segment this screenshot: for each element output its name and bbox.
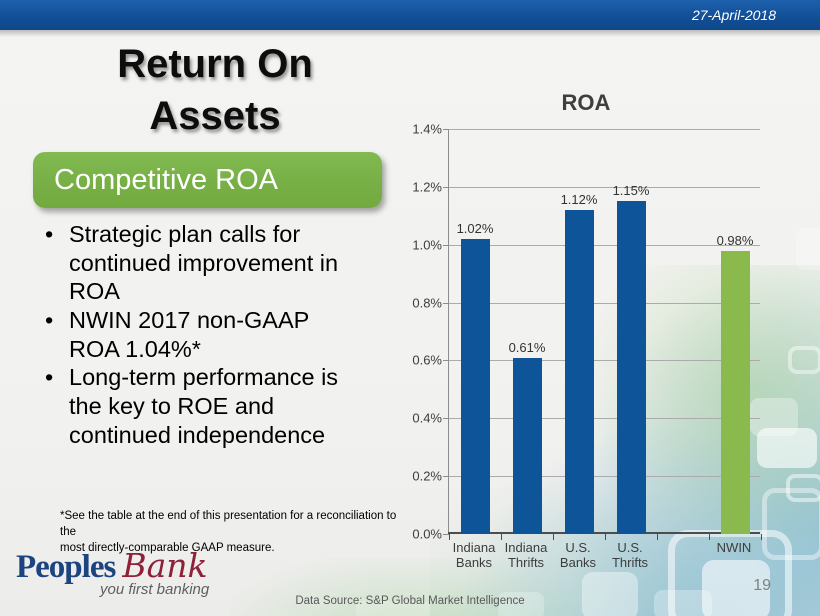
y-axis-tick-label: 0.2%: [412, 468, 442, 484]
bullet-item: Long-term performance is the key to ROE …: [42, 363, 398, 449]
gridline: [449, 418, 760, 420]
y-axis-tick-label: 0.4%: [412, 410, 442, 426]
logo-bank-text: Bank: [122, 546, 208, 585]
decorative-square: [356, 601, 430, 616]
chart-title: ROA: [561, 90, 611, 115]
x-tick-mark: [605, 534, 606, 540]
x-tick-mark: [761, 534, 762, 540]
y-tick-mark: [443, 244, 449, 246]
decorative-square: [788, 346, 820, 374]
y-tick-mark: [443, 418, 449, 420]
subtitle-text: Competitive ROA: [54, 163, 279, 196]
y-axis-tick-label: 1.2%: [412, 179, 442, 195]
decorative-square: [654, 590, 712, 616]
footnote: *See the table at the end of this presen…: [60, 510, 397, 555]
bottom-green-wash: [230, 558, 580, 616]
x-tick-mark: [553, 534, 554, 540]
x-tick-mark: [449, 534, 450, 540]
gridline: [449, 129, 760, 130]
subtitle-banner: Competitive ROA: [33, 152, 382, 208]
y-axis-labels: 0.0% 0.2% 0.4% 0.6% 0.8% 1.0% 1.2% 1.4%: [402, 122, 442, 542]
bar: [564, 210, 594, 534]
top-bar: 27-April-2018: [0, 0, 820, 30]
y-tick-mark: [443, 534, 449, 535]
x-axis-tick-label: U.S. Thrifts: [611, 540, 649, 571]
x-tick-mark: [709, 534, 710, 540]
y-axis-tick-label: 0.0%: [412, 526, 442, 542]
decorative-square: [796, 228, 820, 270]
y-tick-mark: [443, 476, 449, 478]
bullet-item: NWIN 2017 non-GAAP ROA 1.04%*: [42, 306, 398, 363]
y-tick-mark: [443, 302, 449, 304]
bar: [720, 250, 750, 534]
bar-value-label: 1.15%: [612, 183, 650, 199]
y-tick-mark: [443, 360, 449, 362]
decorative-square: [582, 572, 638, 616]
bar-value-label: 1.12%: [560, 192, 598, 207]
gridline: [449, 476, 760, 478]
decorative-square: [786, 474, 820, 502]
logo-peoples-text: Peoples: [16, 549, 116, 585]
y-tick-mark: [443, 186, 449, 188]
data-source: Data Source: S&P Global Market Intellige…: [295, 595, 525, 607]
gridline: [449, 244, 760, 246]
y-axis-tick-label: 0.6%: [412, 352, 442, 368]
gridline: [449, 360, 760, 362]
bar-value-label: 1.02%: [456, 220, 494, 236]
logo-tagline: you first banking: [100, 581, 210, 598]
logo-wordmark: Peoples Bank: [16, 546, 209, 586]
y-axis-tick-label: 0.8%: [412, 295, 442, 311]
bar: [460, 238, 490, 534]
y-axis-tick-label: 1.4%: [412, 121, 442, 137]
decorative-square: [757, 428, 817, 468]
x-tick-mark: [657, 534, 658, 540]
slide-date: 27-April-2018: [691, 7, 776, 23]
slide-title: Return On Assets: [117, 42, 313, 138]
peoples-bank-logo: Peoples Bank you first banking: [16, 546, 209, 598]
bullet-item: Strategic plan calls for continued impro…: [42, 220, 398, 306]
gridline: [449, 186, 760, 188]
y-tick-mark: [443, 129, 449, 130]
bullet-list: Strategic plan calls for continued impro…: [42, 220, 398, 449]
x-tick-mark: [501, 534, 502, 540]
page-number: 19: [753, 577, 771, 594]
bar-value-label: 0.61%: [508, 339, 546, 355]
x-axis-tick-label: NWIN: [716, 540, 752, 555]
decorative-square: [702, 560, 770, 616]
chart-plot-area: 1.02% 0.61% 1.12% 1.15% 0.98%: [443, 129, 762, 540]
bar-value-label: 0.98%: [716, 232, 754, 248]
decorative-square: [498, 592, 544, 616]
x-axis-tick-label: Indiana Thrifts: [504, 540, 548, 571]
x-axis-line: [448, 532, 760, 534]
gridline: [449, 302, 760, 304]
x-axis-tick-label: Indiana Banks: [452, 540, 496, 571]
bar: [512, 357, 542, 534]
top-bar-shadow: [0, 30, 820, 37]
y-axis-tick-label: 1.0%: [412, 237, 442, 253]
x-axis-tick-label: U.S. Banks: [559, 540, 597, 571]
bar: [616, 201, 646, 534]
